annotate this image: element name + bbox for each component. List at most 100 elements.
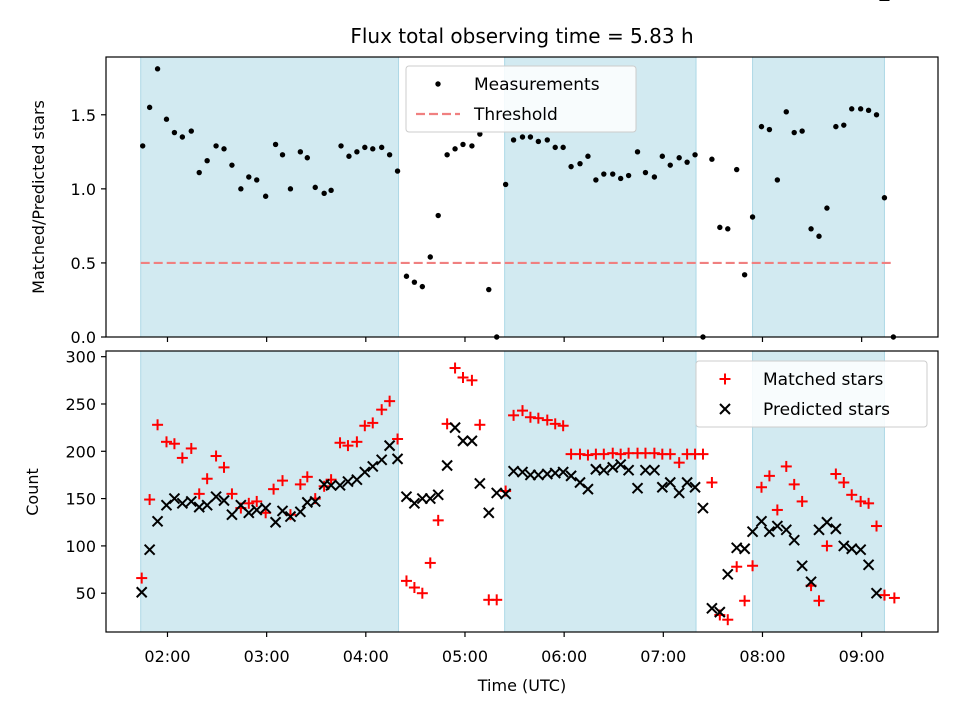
predicted-star-point bbox=[441, 459, 453, 472]
matched-star-point bbox=[160, 436, 172, 448]
shaded-interval bbox=[504, 350, 697, 633]
matched-star-point bbox=[449, 362, 461, 374]
predicted-star-point bbox=[375, 454, 388, 466]
matched-star-point bbox=[664, 448, 676, 460]
y-tick-label: 100 bbox=[65, 537, 96, 556]
matched-star-point bbox=[871, 520, 883, 532]
matched-star-point bbox=[532, 412, 544, 424]
predicted-star-point bbox=[763, 526, 776, 538]
matched-star-point bbox=[318, 480, 330, 492]
measurement-point bbox=[338, 143, 344, 149]
predicted-star-point bbox=[367, 460, 379, 473]
measurement-point bbox=[560, 144, 566, 151]
axes-frame-top bbox=[105, 56, 939, 338]
measurement-point bbox=[758, 123, 765, 130]
measurement-point bbox=[676, 155, 682, 161]
matched-star-point bbox=[796, 495, 808, 507]
measurement-point bbox=[577, 160, 583, 167]
predicted-star-point bbox=[466, 435, 478, 447]
measurement-point bbox=[403, 273, 410, 279]
measurement-point bbox=[610, 171, 616, 177]
measurement-point bbox=[593, 177, 599, 183]
measurement-point bbox=[171, 129, 178, 136]
predicted-star-point bbox=[243, 507, 255, 519]
measurement-point bbox=[725, 226, 731, 232]
matched-star-point bbox=[408, 582, 420, 594]
matched-star-point bbox=[541, 414, 553, 426]
predicted-star-point bbox=[284, 510, 297, 523]
measurement-point bbox=[717, 224, 723, 231]
predicted-star-point bbox=[309, 495, 321, 508]
matched-star-point bbox=[334, 437, 346, 449]
legend-label-measurements: Measurements bbox=[474, 75, 600, 95]
chart-title: Flux total observing time = 5.83 h bbox=[350, 24, 693, 48]
predicted-star-point bbox=[334, 479, 346, 492]
measurement-point bbox=[238, 186, 244, 192]
measurement-point bbox=[321, 190, 327, 196]
matched-star-point bbox=[277, 475, 289, 487]
matched-star-point bbox=[846, 489, 858, 501]
predicted-star-point bbox=[862, 559, 875, 571]
shaded-interval bbox=[140, 350, 400, 633]
y-tick-label: 150 bbox=[65, 490, 96, 509]
x-ticks-top bbox=[166, 337, 863, 342]
predicted-star-point bbox=[755, 515, 768, 528]
predicted-star-point bbox=[210, 490, 222, 503]
predicted-star-point bbox=[408, 497, 421, 510]
predicted-star-point bbox=[516, 466, 529, 478]
measurement-point bbox=[486, 286, 492, 293]
legend-marker-predicted bbox=[719, 403, 731, 415]
matched-star-point bbox=[549, 418, 561, 430]
x-tick-label: 07:00 bbox=[640, 647, 686, 666]
legend-label-matched: Matched stars bbox=[763, 370, 883, 390]
legend-x-glyph bbox=[719, 403, 731, 415]
panel-top: 0.0 0.5 1.0 1.5 Matched/Predicted stars Mea… bbox=[29, 56, 939, 347]
matched-star-point bbox=[193, 488, 205, 500]
predicted-star-point bbox=[449, 421, 461, 434]
measurement-point bbox=[386, 152, 393, 158]
measurement-point bbox=[741, 272, 748, 278]
measurement-point bbox=[427, 254, 433, 260]
predicted-star-point bbox=[424, 492, 436, 505]
predicted-star-point bbox=[383, 439, 396, 452]
measurement-point bbox=[469, 143, 475, 149]
measurement-point bbox=[146, 104, 153, 111]
measurement-point bbox=[477, 131, 483, 137]
matched-star-point bbox=[731, 561, 743, 573]
matched-star-point bbox=[763, 470, 775, 482]
measurement-point bbox=[634, 149, 641, 155]
matched-star-point bbox=[491, 594, 503, 606]
x-tick-label: 09:00 bbox=[839, 647, 885, 666]
matched-star-point bbox=[210, 450, 222, 462]
predicted-star-point bbox=[565, 470, 577, 482]
predicted-star-point bbox=[474, 477, 486, 490]
measurement-point bbox=[881, 195, 888, 201]
measurement-point bbox=[816, 233, 822, 239]
measurement-point bbox=[510, 137, 517, 143]
predicted-star-point bbox=[614, 458, 627, 471]
matched-star-point bbox=[771, 504, 783, 516]
measurement-point bbox=[444, 152, 450, 158]
panel-bottom: 50 100 150 200 250 300 02:00 03:00 04:00 05:00 06… bbox=[23, 0, 939, 695]
matched-star-point bbox=[251, 495, 263, 507]
measurement-point bbox=[684, 159, 690, 165]
measurement-point bbox=[204, 158, 210, 164]
predicted-star-point bbox=[664, 476, 676, 489]
predicted-star-point bbox=[722, 568, 734, 580]
predicted-star-point bbox=[391, 453, 404, 465]
matched-star-point bbox=[325, 474, 337, 486]
predicted-star-point bbox=[738, 543, 751, 555]
legend-top-box bbox=[405, 65, 637, 133]
predicted-star-point bbox=[706, 602, 718, 615]
predicted-star-point bbox=[697, 502, 709, 514]
predicted-star-point bbox=[805, 576, 817, 588]
y-tick-label: 1.0 bbox=[71, 180, 96, 199]
legend-marker-measurements bbox=[435, 81, 441, 87]
legend-label-predicted: Predicted stars bbox=[763, 400, 890, 420]
y-axis-label-bottom: Count bbox=[23, 468, 42, 516]
measurement-point bbox=[833, 123, 839, 130]
measurement-point bbox=[221, 146, 227, 152]
measurement-point bbox=[312, 184, 318, 191]
predicted-star-point bbox=[143, 543, 156, 556]
measurement-point bbox=[502, 181, 509, 188]
